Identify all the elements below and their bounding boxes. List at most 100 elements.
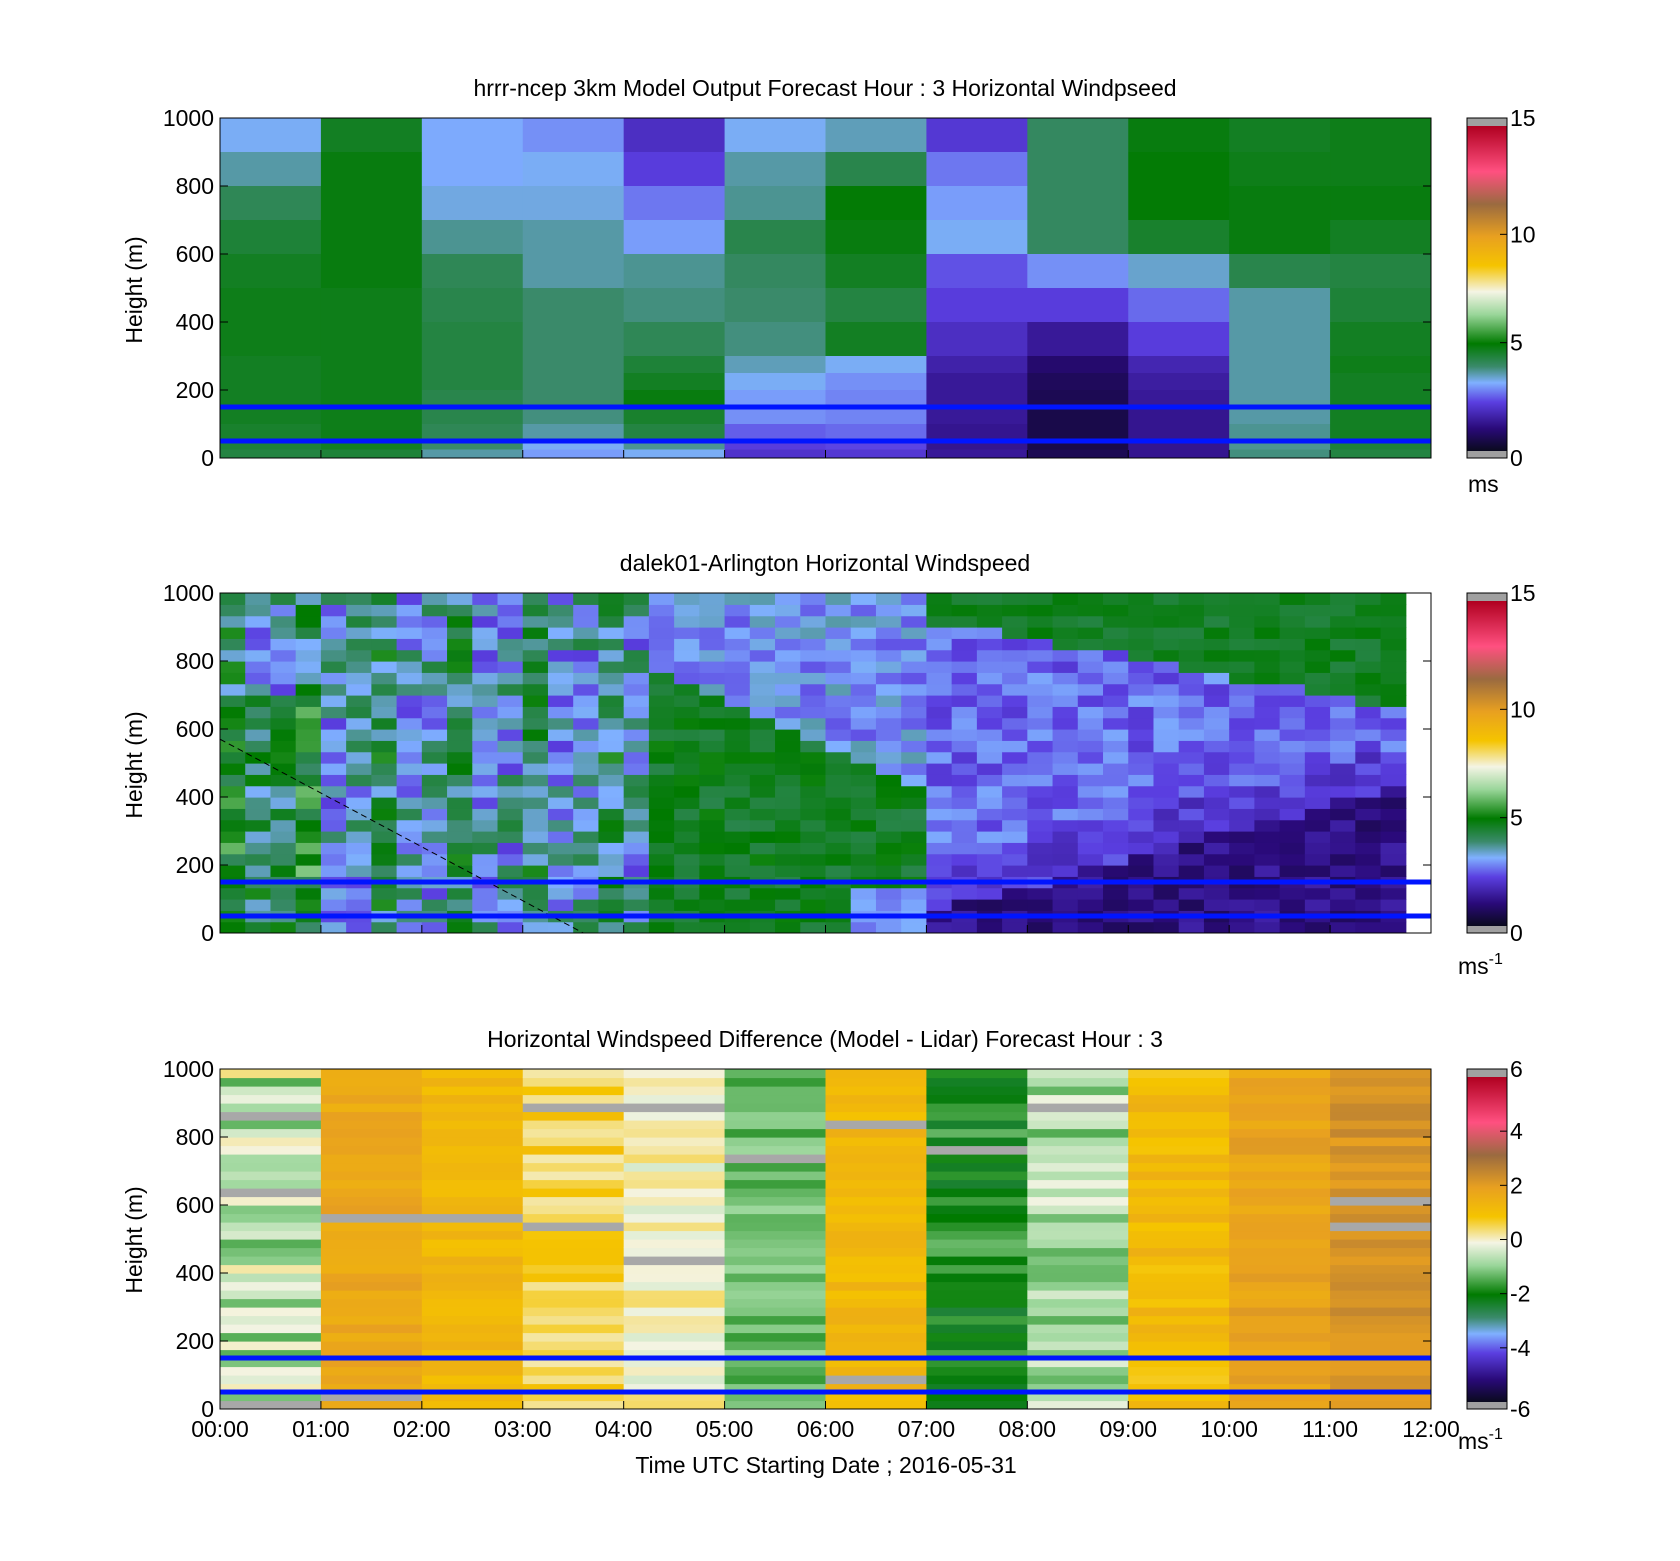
panel2-heatmap-cell	[951, 649, 978, 662]
panel2-heatmap-cell	[245, 604, 272, 617]
panel2-heatmap-cell	[1103, 649, 1129, 662]
panel1-heatmap-cell	[1128, 373, 1230, 391]
panel2-heatmap-cell	[850, 638, 877, 651]
panel3-heatmap-cell	[926, 1154, 1028, 1164]
panel2-heatmap-cell	[1103, 763, 1129, 775]
panel2-heatmap-cell	[1380, 865, 1407, 877]
panel2-heatmap-cell	[648, 638, 675, 651]
panel3-heatmap-cell	[1027, 1298, 1129, 1308]
panel3-heatmap-cell	[1229, 1256, 1331, 1266]
panel2-heatmap-cell	[825, 808, 852, 821]
panel2-heatmap-cell	[825, 683, 852, 696]
panel3-heatmap-cell	[1128, 1247, 1230, 1257]
panel2-heatmap-cell	[1304, 808, 1331, 821]
panel3-heatmap-cell	[623, 1094, 726, 1104]
panel2-heatmap-cell	[346, 672, 372, 685]
panel2-heatmap-cell	[1153, 627, 1180, 639]
panel3-title: Horizontal Windspeed Difference (Model -…	[487, 1026, 1163, 1052]
panel2-heatmap-cell	[270, 842, 297, 855]
panel2-heatmap-cell	[1128, 717, 1155, 730]
panel3-heatmap-cell	[926, 1128, 1028, 1138]
panel2-heatmap-cell	[926, 661, 953, 673]
panel2-heatmap-cell	[1229, 797, 1255, 809]
panel2-heatmap-cell	[1355, 593, 1382, 605]
panel2-heatmap-cell	[724, 627, 751, 639]
panel2-heatmap-cell	[1229, 627, 1255, 639]
panel2-heatmap-cell	[1128, 763, 1155, 775]
panel2-heatmap-cell	[825, 842, 852, 855]
panel2-heatmap-cell	[775, 593, 801, 605]
panel1-heatmap-cell	[1229, 449, 1331, 458]
panel2-heatmap-cell	[396, 615, 423, 628]
panel2-heatmap-cell	[699, 842, 726, 855]
panel2-heatmap-cell	[1355, 649, 1382, 662]
panel2-heatmap-cell	[1355, 763, 1382, 775]
panel2-heatmap-cell	[220, 683, 246, 696]
panel2-heatmap-cell	[1153, 661, 1180, 673]
panel2-heatmap-cell	[1027, 831, 1054, 843]
panel2-heatmap-cell	[1203, 740, 1230, 753]
panel2-heatmap-cell	[522, 853, 549, 866]
panel2-heatmap-cell	[1103, 808, 1129, 821]
panel3-heatmap-cell	[1027, 1273, 1129, 1283]
panel2-heatmap-cell	[421, 842, 448, 855]
panel2-heatmap-cell	[749, 797, 776, 809]
panel3-heatmap-cell	[220, 1196, 322, 1206]
panel2-heatmap-cell	[825, 638, 852, 651]
panel2-heatmap-cell	[497, 672, 524, 685]
panel2-heatmap-cell	[1153, 842, 1180, 855]
panel2-heatmap-cell	[472, 661, 499, 673]
panel3-heatmap-cell	[825, 1332, 928, 1342]
panel2-heatmap-cell	[699, 593, 726, 605]
panel3-heatmap-cell	[724, 1222, 827, 1232]
panel2-heatmap-cell	[245, 729, 272, 741]
panel2-heatmap-cell	[699, 808, 726, 821]
panel2-heatmap-cell	[1103, 695, 1129, 707]
panel3-heatmap-cell	[724, 1307, 827, 1317]
panel1-heatmap-cell	[522, 407, 625, 425]
panel3-heatmap-cell	[522, 1205, 625, 1215]
panel2-heatmap-cell	[1254, 819, 1281, 832]
panel3-heatmap-cell	[220, 1205, 322, 1215]
panel2-heatmap-cell	[1027, 887, 1054, 900]
panel2-heatmap-cell	[648, 899, 675, 911]
panel2-heatmap-cell	[1178, 661, 1205, 673]
panel2-heatmap-cell	[447, 683, 473, 696]
panel2-heatmap-cell	[850, 842, 877, 855]
panel2-heatmap-cell	[1330, 808, 1356, 821]
panel3-y-axis-label: Height (m)	[121, 1186, 147, 1293]
panel2-heatmap-cell	[472, 615, 499, 628]
panel3-heatmap-cell	[1330, 1145, 1431, 1155]
panel3-heatmap-cell	[1027, 1111, 1129, 1121]
panel3-heatmap-cell	[1229, 1239, 1331, 1249]
panel3-heatmap-cell	[1128, 1383, 1230, 1393]
panel3-heatmap-cell	[623, 1154, 726, 1164]
panel2-heatmap-cell	[1254, 899, 1281, 911]
panel2-heatmap-cell	[320, 649, 347, 662]
panel2-heatmap-cell	[775, 661, 801, 673]
panel2-heatmap-cell	[775, 729, 801, 741]
panel2-heatmap-cell	[320, 763, 347, 775]
panel1-heatmap-cell	[1027, 322, 1129, 357]
panel2-heatmap-cell	[926, 763, 953, 775]
panel2-heatmap-cell	[926, 842, 953, 855]
panel3-heatmap-cell	[623, 1332, 726, 1342]
panel3-heatmap-cell	[623, 1145, 726, 1155]
panel2-heatmap-cell	[1103, 899, 1129, 911]
panel2-heatmap-cell	[371, 627, 398, 639]
panel2-heatmap-cell	[295, 615, 322, 628]
panel1-heatmap-cell	[926, 390, 1028, 408]
panel3-heatmap-cell	[1027, 1358, 1129, 1368]
panel2-heatmap-cell	[1153, 887, 1180, 900]
panel3-heatmap-cell	[926, 1222, 1028, 1232]
panel3-heatmap-cell	[926, 1230, 1028, 1240]
panel1-heatmap-cell	[926, 449, 1028, 458]
panel2-heatmap-cell	[1178, 853, 1205, 866]
panel2-heatmap-cell	[1178, 774, 1205, 787]
panel2-heatmap-cell	[573, 740, 600, 753]
panel3-heatmap-cell	[724, 1332, 827, 1342]
panel2-heatmap-cell	[1203, 865, 1230, 877]
panel3-heatmap-cell	[825, 1247, 928, 1257]
panel1-heatmap-cell	[926, 288, 1028, 323]
panel2-heatmap-cell	[901, 751, 928, 764]
